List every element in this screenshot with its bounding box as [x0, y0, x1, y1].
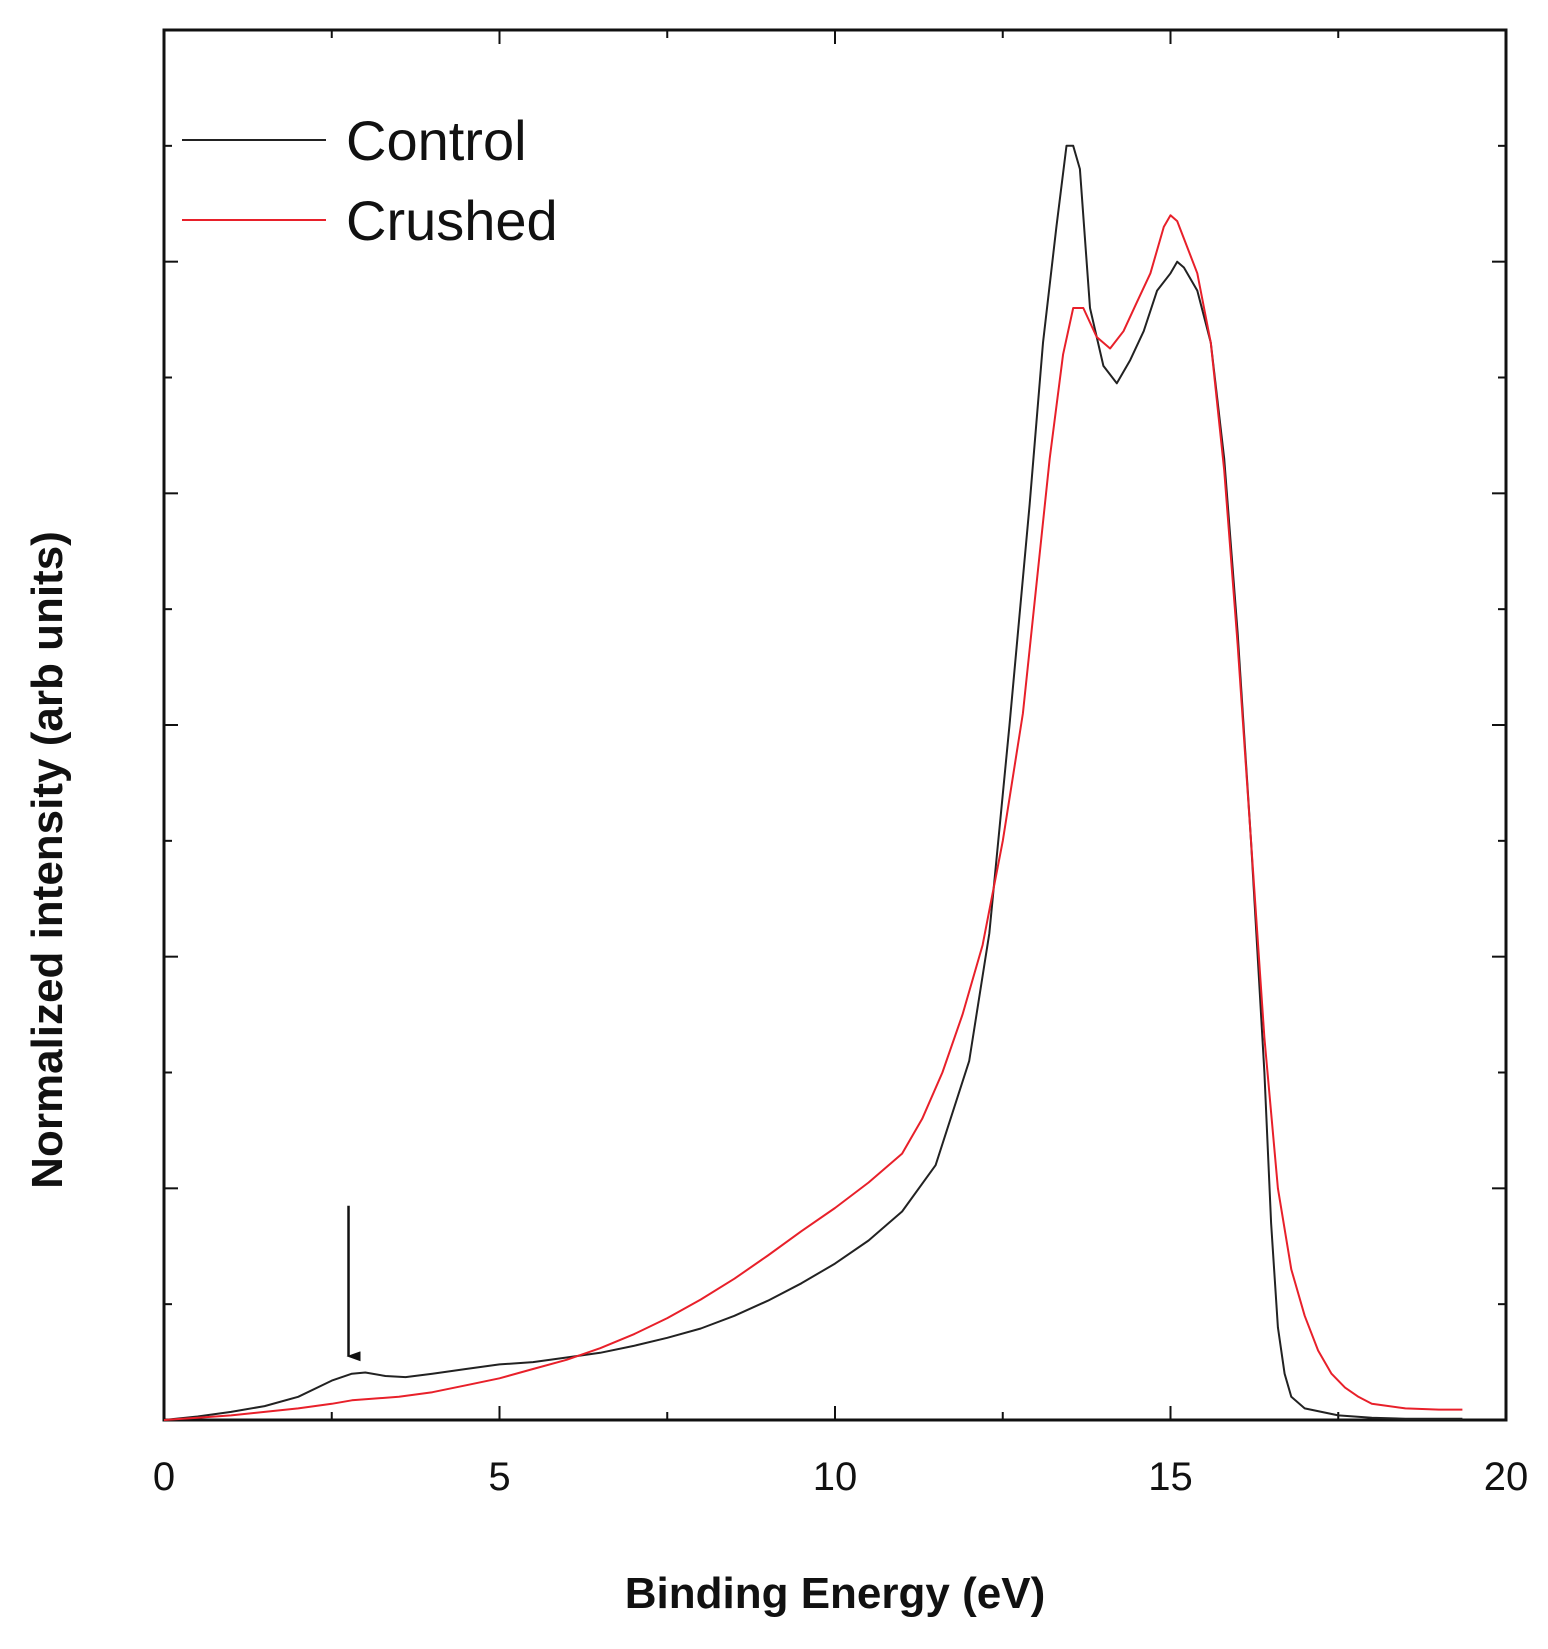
x-tick-label: 0 — [153, 1455, 175, 1499]
series-lines — [163, 144, 1463, 1421]
series-line-crushed — [163, 214, 1463, 1421]
x-tick-label: 5 — [488, 1455, 510, 1499]
x-tick-label: 15 — [1148, 1455, 1193, 1499]
legend: Control Crushed — [182, 109, 558, 252]
x-axis-title: Binding Energy (eV) — [625, 1569, 1045, 1618]
legend-label-crushed: Crushed — [346, 189, 558, 252]
legend-label-control: Control — [346, 109, 527, 172]
y-axis-title: Normalized intensity (arb units) — [23, 531, 72, 1189]
x-tick-label: 10 — [813, 1455, 858, 1499]
series-line-control — [163, 144, 1463, 1421]
axis-ticks — [163, 29, 1507, 1421]
x-tick-label: 20 — [1484, 1455, 1529, 1499]
x-tick-labels: 0 5 10 15 20 — [153, 1455, 1528, 1499]
